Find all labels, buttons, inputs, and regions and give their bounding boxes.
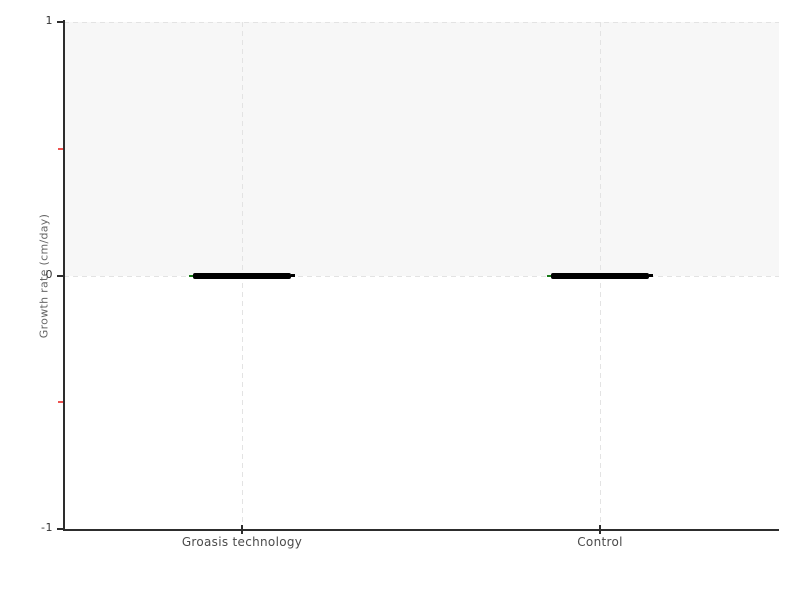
y-tick-label: -1: [41, 521, 53, 534]
y-tick-label: 0: [45, 267, 53, 281]
value-bar: [193, 272, 291, 279]
x-tick: [241, 525, 243, 534]
bar-left-cap-green: [547, 274, 552, 277]
y-axis-line: [63, 20, 65, 531]
h-gridline: [64, 276, 779, 277]
bar-left-cap-green: [189, 274, 194, 277]
y-minor-tick-red: [58, 147, 63, 150]
bar-right-nub: [649, 274, 653, 277]
category-label: Control: [577, 535, 623, 549]
y-major-tick: [57, 274, 63, 277]
shaded-band: [64, 22, 779, 276]
bar-right-nub: [291, 274, 295, 277]
x-tick: [599, 525, 601, 534]
category-label: Groasis technology: [181, 535, 303, 549]
y-major-tick: [57, 528, 63, 530]
y-major-tick: [57, 21, 63, 23]
h-gridline: [64, 22, 779, 23]
value-bar: [551, 272, 649, 279]
x-axis-line: [63, 529, 779, 531]
y-tick-label: 1: [45, 14, 53, 27]
y-minor-tick-red: [58, 401, 63, 404]
